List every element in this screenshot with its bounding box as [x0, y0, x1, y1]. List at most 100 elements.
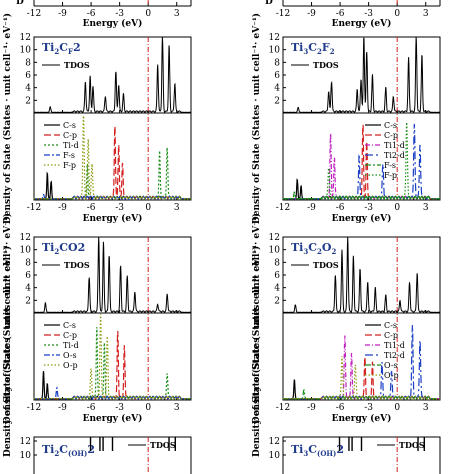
tdos-ytick-label: 2: [274, 96, 280, 106]
pdos-legend-label: F-p: [384, 171, 397, 180]
pdos-legend-label: Ti-d: [63, 341, 79, 350]
xtick-label: 0: [394, 203, 400, 213]
bottom-legend-label: TDOS: [399, 440, 425, 450]
pdos-legend-label: Ti1-d: [384, 341, 405, 350]
bottom-title-part: C: [308, 443, 317, 456]
tdos-ytick-label: 4: [274, 84, 280, 94]
bottom-title-main: Ti: [291, 443, 303, 456]
pdos-series-Ti2-d: [282, 123, 441, 201]
tdos-ytick-label: 2: [25, 96, 31, 106]
y-axis-label: Density of State (States · unit cell⁻¹· …: [2, 13, 13, 224]
top-tick-label: 0: [394, 9, 400, 19]
tdos-ytick-label: 12: [269, 233, 280, 243]
pdos-series-C-p: [282, 357, 441, 401]
top-tick-label: -12: [27, 9, 42, 19]
top-tick-label: -9: [58, 9, 67, 19]
panel-title-part: F: [322, 41, 330, 54]
top-tick-label: -3: [364, 9, 373, 19]
pdos-legend-label: Ti1-d: [384, 141, 405, 150]
top-xlabel: Energy (eV): [83, 18, 143, 29]
top-tick-label: 0: [145, 9, 151, 19]
panel-title-part: 2: [317, 247, 322, 256]
pdos-frame: [282, 112, 441, 201]
xtick-label: 0: [145, 403, 151, 413]
tdos-ytick-label: 2: [25, 296, 31, 306]
tdos-ytick-label: 12: [20, 233, 31, 243]
y-axis-label: Density of State (States · unit cell⁻¹· …: [251, 213, 262, 424]
pdos-legend-label: F-s: [63, 151, 75, 160]
panel-title: Ti3C2O2: [291, 241, 336, 256]
xtick-label: -9: [307, 203, 316, 213]
xtick-label: -9: [58, 203, 67, 213]
pdos-frame: [33, 112, 192, 201]
pdos-legend-label: C-p: [63, 131, 77, 140]
panel-title-part: 2: [54, 47, 59, 56]
tdos-ytick-label: 4: [274, 284, 280, 294]
pdos-legend-label: O-s: [384, 361, 398, 370]
top-tick-label: -9: [307, 9, 316, 19]
tdos-ytick-label: 10: [20, 46, 32, 56]
pdos-series-O-p: [282, 356, 441, 401]
pdos-frame: [33, 312, 192, 401]
xtick-label: -12: [27, 403, 42, 413]
tdos-ytick-label: 12: [269, 33, 280, 43]
pdos-series-F-p: [33, 115, 192, 202]
pdos-legend-label: F-s: [384, 161, 396, 170]
panel-title-part: C: [308, 241, 317, 254]
xtick-label: 3: [174, 403, 180, 413]
x-axis-label: Energy (eV): [83, 213, 143, 224]
tdos-ytick-label: 8: [25, 58, 31, 68]
pdos-legend-label: O-s: [63, 351, 77, 360]
panel-title-part: 2: [73, 41, 81, 54]
panel-title-part: 2: [331, 247, 336, 256]
top-tick-label: -3: [115, 9, 124, 19]
tdos-series-line: [282, 236, 441, 314]
top-ylabel-fragment: D: [16, 0, 24, 7]
tdos-ytick-label: 8: [25, 258, 31, 268]
top-tick-label: -12: [276, 9, 291, 19]
xtick-label: -9: [307, 403, 316, 413]
tdos-ytick-label: 4: [25, 84, 31, 94]
top-xlabel: Energy (eV): [332, 18, 392, 29]
tdos-legend-label: TDOS: [313, 60, 339, 70]
xtick-label: -12: [276, 403, 291, 413]
xtick-label: -9: [58, 403, 67, 413]
pdos-series-Ti2-d: [282, 324, 441, 401]
y-axis-label: Density of State (States · unit cell⁻¹· …: [2, 213, 13, 424]
xtick-label: -3: [364, 403, 373, 413]
bottom-ytick-label: 10: [20, 451, 32, 461]
tdos-ytick-label: 12: [20, 33, 31, 43]
panel-title-part: C: [308, 41, 317, 54]
panel-title-part: CO2: [59, 241, 85, 254]
pdos-series-O-p: [33, 313, 192, 401]
pdos-legend-label: O-p: [63, 361, 78, 370]
top-strip-0: -12 -9 -6 -3 0 3 Energy (eV) D: [16, 0, 192, 29]
tdos-ytick-label: 4: [25, 284, 31, 294]
xtick-label: 0: [394, 403, 400, 413]
xtick-label: 3: [174, 203, 180, 213]
panel-title-main: Ti: [291, 41, 303, 54]
bottom-title-part: (OH): [317, 449, 336, 458]
bottom-ytick-label: 10: [269, 451, 281, 461]
pdos-series-F-s: [282, 191, 441, 201]
xtick-label: 3: [423, 203, 429, 213]
pdos-legend-label: C-s: [63, 321, 76, 330]
top-tick-label: 3: [423, 9, 429, 19]
bottom-title: Ti2C(OH)2: [42, 443, 95, 458]
pdos-legend-label: C-s: [384, 321, 397, 330]
panel-title: Ti2CF2: [42, 41, 81, 56]
panel-title: Ti2CO2: [42, 241, 85, 256]
pdos-series-F-p: [282, 122, 441, 201]
tdos-ytick-label: 6: [25, 271, 31, 281]
tdos-ytick-label: 6: [25, 71, 31, 81]
bottom-title-part: C: [59, 443, 68, 456]
pdos-legend-label: C-p: [384, 131, 398, 140]
bottom-y-axis-label: Density of State (States · unit cell⁻¹· …: [2, 246, 13, 457]
tdos-legend-label: TDOS: [313, 260, 339, 270]
panel-title-part: 2: [317, 47, 322, 56]
xtick-label: -6: [87, 203, 96, 213]
